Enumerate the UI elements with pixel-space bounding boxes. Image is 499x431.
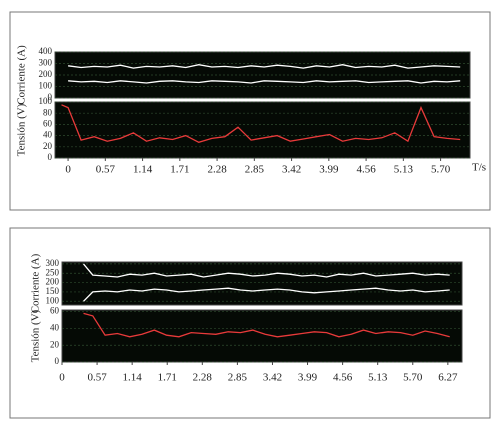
y-tick-label: 150	[46, 286, 60, 296]
y-axis-label: Tensión (V)	[30, 309, 42, 362]
x-tick-label: 2.28	[193, 372, 213, 384]
y-tick-label: 0	[48, 92, 53, 102]
x-tick-label: 0	[59, 372, 65, 384]
y-tick-label: 100	[39, 81, 53, 91]
y-tick-label: 300	[46, 258, 60, 268]
x-tick-label: 3.99	[319, 164, 339, 176]
plot-area	[61, 261, 463, 306]
signal-line	[82, 263, 450, 278]
x-tick-label: 1.71	[158, 372, 177, 384]
x-tick-label: 1.71	[170, 164, 189, 176]
signal-line	[83, 287, 450, 302]
x-tick-label: 3.99	[298, 372, 318, 384]
y-tick-label: 200	[39, 69, 53, 79]
y-tick-label: 40	[50, 323, 60, 333]
y-tick-label: 40	[43, 130, 53, 140]
y-tick-label: 60	[50, 306, 60, 316]
signal-line	[83, 312, 450, 338]
y-tick-label: 100	[39, 96, 53, 106]
y-tick-label: 80	[43, 107, 53, 117]
y-tick-label: 0	[55, 356, 60, 366]
x-tick-label: 4.56	[333, 372, 353, 384]
y-tick-label: 20	[43, 141, 53, 151]
x-tick-label: 2.28	[207, 164, 227, 176]
y-tick-label: 60	[43, 118, 53, 128]
x-tick-label: 6.27	[438, 372, 458, 384]
x-tick-label: 0.57	[96, 164, 116, 176]
x-tick-label: 5.70	[403, 372, 423, 384]
y-tick-label: 100	[46, 295, 60, 305]
x-tick-label: 5.13	[394, 164, 414, 176]
y-tick-label: 250	[46, 267, 60, 277]
signal-line	[68, 80, 461, 84]
x-tick-label: 0	[65, 164, 71, 176]
y-axis-label: Corriente (A)	[30, 253, 42, 313]
x-tick-label: 2.85	[228, 372, 248, 384]
y-tick-label: 300	[39, 58, 53, 68]
x-tick-label: 3.42	[263, 372, 282, 384]
x-tick-label: 0.57	[87, 372, 107, 384]
y-tick-label: 20	[50, 339, 60, 349]
signal-line	[61, 104, 461, 143]
y-tick-label: 0	[48, 152, 53, 162]
x-tick-label: 5.13	[368, 372, 388, 384]
y-tick-label: 400	[39, 46, 53, 56]
x-tick-label: 1.14	[123, 372, 143, 384]
x-tick-label: 2.85	[245, 164, 265, 176]
plot-area	[61, 309, 463, 363]
signal-line	[68, 64, 461, 69]
x-tick-label: 4.56	[356, 164, 376, 176]
plot-area	[54, 101, 471, 159]
x-tick-label: 3.42	[282, 164, 301, 176]
x-tick-label: 1.14	[133, 164, 153, 176]
y-tick-label: 200	[46, 277, 60, 287]
y-axis-label: Tensión (V)	[16, 103, 28, 156]
y-axis-label: Corriente (A)	[16, 45, 28, 105]
x-axis-label: T/s	[472, 162, 486, 174]
x-tick-label: 5.70	[431, 164, 451, 176]
